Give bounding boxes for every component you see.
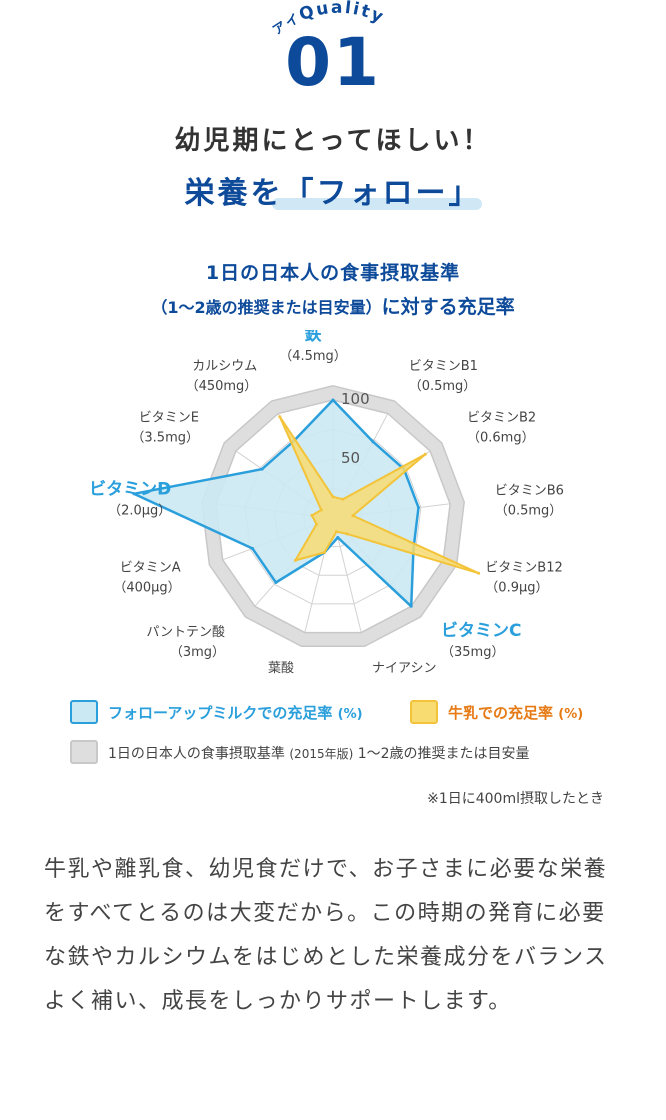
legend-followup: フォローアップミルクでの充足率 (%) xyxy=(108,702,363,723)
milk-point xyxy=(293,558,297,562)
milk-point xyxy=(351,514,355,518)
legend-reference-small: (2015年版) xyxy=(289,747,354,761)
axis-label-name: ビタミンC xyxy=(441,621,521,641)
title-line1: 幼児期にとってほしい！ xyxy=(174,126,492,156)
tick-label-50: 50 xyxy=(341,449,360,467)
axis-label-name: ビタミンB2 xyxy=(467,411,536,426)
milk-point xyxy=(341,497,345,501)
axis-label-name: 葉酸 xyxy=(268,661,294,676)
milk-point xyxy=(310,513,314,517)
milk-point xyxy=(423,452,427,456)
legend-swatch-reference xyxy=(70,740,98,764)
axis-label-dose: （3.5mg） xyxy=(131,431,199,446)
tick-label-100: 100 xyxy=(341,390,370,408)
legend-reference-label: 1日の日本人の食事摂取基準 xyxy=(108,746,285,762)
followup-point xyxy=(417,506,420,510)
axis-label-dose: （0.9μg） xyxy=(485,581,548,596)
milk-point xyxy=(315,522,318,526)
axis-label-dose: （0.5mg） xyxy=(495,503,563,518)
radar-labels: 50 100 鉄 （4.5mg） ビタミンB1 （0.5mg） ビタミンB2 （0.6mg） ビ… xyxy=(89,330,564,676)
followup-point xyxy=(331,398,335,402)
milk-point xyxy=(319,508,323,512)
title-highlight xyxy=(272,198,482,210)
followup-point xyxy=(336,536,340,539)
footnote: ※1日に400ml摂取したとき xyxy=(427,791,604,807)
milk-point xyxy=(331,495,335,499)
axis-label-dose: （2.0μg） xyxy=(108,503,171,518)
body-paragraph: 牛乳や離乳食、幼児食だけで、お子さまに必要な栄養をすべてとるのは大変だから。この… xyxy=(44,857,608,1014)
axis-label-name: カルシウム xyxy=(192,359,257,374)
legend-milk: 牛乳での充足率 (%) xyxy=(448,702,583,723)
followup-point xyxy=(132,492,136,496)
axis-label-dose: （400μg） xyxy=(113,581,180,596)
series-milk-area xyxy=(278,415,480,575)
chart-title-paren: （1～2歳の推奨または目安量） xyxy=(151,298,382,317)
axis-label-dose: （0.5mg） xyxy=(409,379,477,394)
followup-point xyxy=(371,440,375,444)
radar-chart: 50 100 鉄 （4.5mg） ビタミンB1 （0.5mg） ビタミンB2 （0.6mg） ビ… xyxy=(89,330,564,676)
axis-label-name: ビタミンE xyxy=(139,411,199,426)
milk-point xyxy=(278,415,282,419)
axis-label-dose: （0.6mg） xyxy=(467,431,535,446)
axis-label-name: ビタミンB1 xyxy=(409,359,478,374)
legend-followup-unit: (%) xyxy=(337,707,363,722)
chart-title-line1: 1日の日本人の食事摂取基準 xyxy=(205,262,461,284)
axis-label-dose: （450mg） xyxy=(186,379,258,394)
milk-point xyxy=(477,571,481,575)
legend-followup-label: フォローアップミルクでの充足率 xyxy=(108,704,333,722)
followup-point xyxy=(251,547,254,550)
legend-swatch-followup xyxy=(70,700,98,724)
legend-swatch-milk xyxy=(410,700,438,724)
axis-label-dose: （35mg） xyxy=(441,645,504,660)
followup-point xyxy=(409,604,413,608)
axis-label-name: 鉄 xyxy=(305,330,322,345)
quality-number: 01 xyxy=(285,24,381,101)
series-followup-area xyxy=(132,398,420,608)
followup-point xyxy=(274,581,278,584)
radar-series xyxy=(132,398,481,608)
axis-label-name: ビタミンB12 xyxy=(485,561,562,576)
quality-kicker: アイQuality xyxy=(270,0,385,39)
axis-label-dose: （4.5mg） xyxy=(279,349,347,364)
legend-reference-rest: 1～2歳の推奨または目安量 xyxy=(357,746,530,762)
title-line2: 栄養を「フォロー」 xyxy=(184,176,482,211)
axis-label-dose: （3mg） xyxy=(170,645,225,660)
axis-label-name: ビタミンD xyxy=(89,479,171,499)
milk-point xyxy=(345,532,349,536)
milk-point xyxy=(323,550,326,554)
followup-point xyxy=(260,467,264,471)
axis-label-name: パントテン酸 xyxy=(146,625,225,640)
legend-reference: 1日の日本人の食事摂取基準 (2015年版) 1～2歳の推奨または目安量 xyxy=(108,743,530,763)
legend-milk-label: 牛乳での充足率 xyxy=(448,704,554,722)
axis-label-name: ナイアシン xyxy=(372,661,436,676)
legend-milk-unit: (%) xyxy=(558,707,584,722)
chart-title-line2: （1～2歳の推奨または目安量）に対する充足率 xyxy=(0,292,666,319)
axis-label-name: ビタミンB6 xyxy=(495,483,564,498)
chart-title-main: に対する充足率 xyxy=(381,296,515,318)
milk-point xyxy=(334,530,338,534)
axis-label-name: ビタミンA xyxy=(120,561,181,576)
